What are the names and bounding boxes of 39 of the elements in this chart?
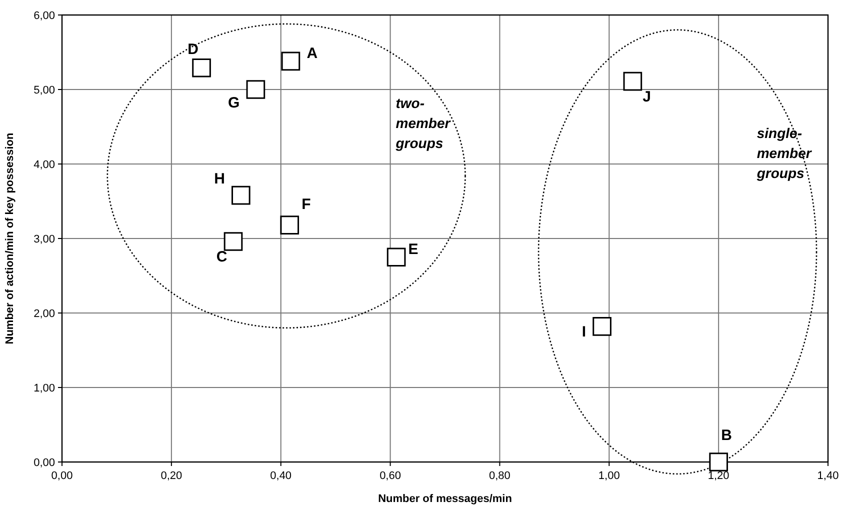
point bbox=[246, 80, 266, 99]
point bbox=[280, 216, 300, 234]
annotation: two-member groups bbox=[394, 95, 452, 152]
annotation: F bbox=[302, 196, 311, 214]
x-tick-label: 0,00 bbox=[51, 470, 73, 482]
annotation: J bbox=[642, 88, 652, 106]
point bbox=[386, 248, 406, 267]
x-tick-label: 1,20 bbox=[708, 470, 730, 482]
annotation: C bbox=[216, 248, 228, 266]
x-tick-label: 0,60 bbox=[380, 470, 401, 482]
x-tick-label: 0,80 bbox=[489, 470, 510, 482]
x-axis-title: Number of messages/min bbox=[378, 493, 512, 505]
y-tick-label: 3,00 bbox=[34, 234, 55, 246]
x-tick-label: 1,40 bbox=[817, 470, 839, 482]
annotation: G bbox=[228, 94, 240, 112]
x-tick-label: 1,00 bbox=[598, 470, 620, 482]
y-axis-title: Number of action/min of key possession bbox=[4, 132, 16, 344]
annotation: A bbox=[306, 45, 318, 62]
point bbox=[281, 52, 300, 71]
point bbox=[623, 72, 642, 91]
annotation: I bbox=[582, 323, 586, 340]
annotation: H bbox=[214, 170, 225, 188]
annotation: B bbox=[721, 427, 732, 444]
y-tick-label: 1,00 bbox=[34, 382, 55, 394]
y-tick-label: 6,00 bbox=[34, 10, 55, 22]
y-tick-label: 0,00 bbox=[34, 457, 55, 469]
point bbox=[709, 452, 728, 472]
y-tick-label: 5,00 bbox=[34, 84, 55, 96]
annotation: E bbox=[408, 241, 418, 258]
point bbox=[192, 58, 211, 78]
point bbox=[224, 232, 243, 251]
point bbox=[232, 186, 250, 205]
x-tick-label: 0,20 bbox=[160, 470, 182, 482]
y-tick-label: 4,00 bbox=[34, 159, 55, 171]
x-tick-label: 0,40 bbox=[270, 470, 292, 482]
annotation: single-member groups bbox=[756, 124, 813, 181]
y-tick-label: 2,00 bbox=[34, 308, 55, 320]
point bbox=[592, 317, 612, 336]
annotation: D bbox=[188, 40, 199, 58]
